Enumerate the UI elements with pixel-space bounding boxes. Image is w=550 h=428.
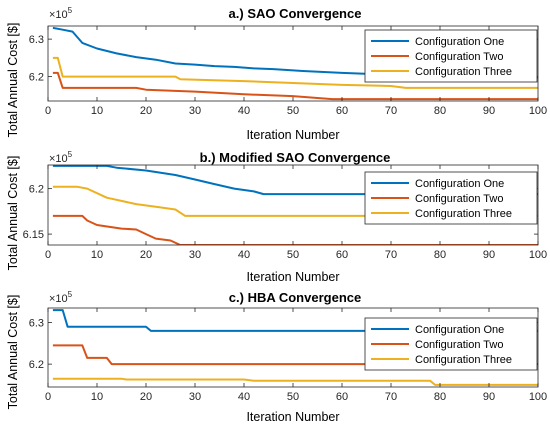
panel-b-x-tick-label: 70 [385, 249, 397, 261]
panel-c-x-tick-label: 0 [45, 391, 51, 403]
panel-c-exponent: ×105 [49, 290, 73, 305]
panel-b-x-tick-label: 100 [529, 249, 547, 261]
panel-a-y-tick-label: 6.2 [29, 72, 44, 84]
panel-a-legend-label-2: Configuration Two [415, 51, 503, 63]
panel-a-x-tick-label: 10 [91, 105, 103, 117]
panel-b-x-tick-label: 10 [91, 249, 103, 261]
panel-b-y-tick-label: 6.2 [29, 184, 44, 196]
panel-c-x-tick-label: 40 [238, 391, 250, 403]
panel-b-legend: Configuration One Configuration Two Config… [364, 171, 538, 225]
panel-a-x-tick-label: 70 [385, 105, 397, 117]
panel-c-plot-area: 0 10 20 30 40 50 60 70 80 90 100 6.2 6.3 Configuratio… [29, 307, 547, 403]
panel-c-legend: Configuration One Configuration Two Config… [364, 317, 538, 371]
panel-c-legend-label-3: Configuration Three [415, 354, 512, 366]
panel-b-plot-area: 0 10 20 30 40 50 60 70 80 90 100 6.15 6.2 Configurati… [23, 164, 547, 261]
panel-a-plot-area: 0 10 20 30 40 50 60 70 80 90 100 6.2 6.3 Configuratio… [29, 25, 547, 117]
panel-b-x-tick-label: 80 [434, 249, 446, 261]
panel-b-x-tick-label: 90 [483, 249, 495, 261]
panel-b-x-tick-label: 20 [140, 249, 152, 261]
panel-c-x-tick-label: 50 [287, 391, 299, 403]
panel-b-series-3-line [52, 185, 538, 217]
panel-b-x-tick-label: 60 [336, 249, 348, 261]
panel-c-legend-label-2: Configuration Two [415, 339, 503, 351]
panel-c-series-3-line [52, 377, 538, 386]
panel-c-x-tick-label: 30 [189, 391, 201, 403]
panel-b-x-tick-label: 0 [45, 249, 51, 261]
panel-b-y-axis-label: Total Annual Cost [$] [6, 156, 20, 271]
panel-a-x-tick-label: 40 [238, 105, 250, 117]
panel-c-x-tick-label: 60 [336, 391, 348, 403]
panel-a-x-tick-label: 30 [189, 105, 201, 117]
panel-c-x-tick-label: 70 [385, 391, 397, 403]
panel-c-x-tick-label: 100 [529, 391, 547, 403]
panel-a-x-tick-label: 60 [336, 105, 348, 117]
panel-c-x-axis-label: Iteration Number [246, 410, 339, 424]
panel-c-series-1-line [52, 309, 538, 332]
panel-a-y-axis-label: Total Annual Cost [$] [6, 23, 20, 138]
panel-c-x-tick-label: 20 [140, 391, 152, 403]
panel-b-y-tick-label: 6.15 [23, 229, 44, 241]
panel-c-y-tick-label: 6.2 [29, 359, 44, 371]
panel-b-legend-label-3: Configuration Three [415, 208, 512, 220]
panel-a-exponent: ×105 [49, 6, 73, 21]
panel-b-title: b.) Modified SAO Convergence [200, 150, 391, 165]
panel-c-x-tick-label: 90 [483, 391, 495, 403]
panel-c-y-axis-label: Total Annual Cost [$] [6, 295, 20, 410]
panel-a-legend-label-3: Configuration Three [415, 66, 512, 78]
panel-a-series-3-line [52, 56, 538, 89]
panel-c-y-tick-label: 6.3 [29, 318, 44, 330]
panel-c-title: c.) HBA Convergence [229, 290, 361, 305]
panel-a-legend-label-1: Configuration One [415, 36, 504, 48]
panel-b-legend-label-1: Configuration One [415, 178, 504, 190]
panel-c-x-tick-label: 10 [91, 391, 103, 403]
panel-a-x-tick-label: 20 [140, 105, 152, 117]
panel-a-x-tick-label: 0 [45, 105, 51, 117]
panel-a-legend: Configuration One Configuration Two Config… [364, 29, 538, 83]
panel-a-y-tick-label: 6.3 [29, 34, 44, 46]
panel-a-x-tick-label: 90 [483, 105, 495, 117]
panel-a-x-axis-label: Iteration Number [246, 128, 339, 142]
panel-b-series-1-line [52, 165, 538, 196]
panel-a-x-tick-label: 100 [529, 105, 547, 117]
panel-c-legend-label-1: Configuration One [415, 324, 504, 336]
panel-b-exponent: ×105 [49, 150, 73, 165]
panel-a-sao: a.) SAO Convergence ×105 Total Annual Co… [6, 6, 547, 142]
panel-b-x-tick-label: 50 [287, 249, 299, 261]
panel-b-x-tick-label: 30 [189, 249, 201, 261]
panel-a-series-2-line [52, 71, 538, 101]
panel-a-title: a.) SAO Convergence [229, 6, 362, 21]
panel-a-x-tick-label: 50 [287, 105, 299, 117]
panel-a-x-tick-label: 80 [434, 105, 446, 117]
panel-b-legend-label-2: Configuration Two [415, 193, 503, 205]
panel-b-series-2-line [52, 214, 538, 245]
panel-b-modified-sao: b.) Modified SAO Convergence ×105 Total … [6, 150, 547, 284]
panel-c-hba: c.) HBA Convergence ×105 Total Annual Co… [6, 290, 547, 424]
panel-c-series-2-line [52, 344, 538, 366]
panel-c-x-tick-label: 80 [434, 391, 446, 403]
panel-b-x-tick-label: 40 [238, 249, 250, 261]
panel-b-x-axis-label: Iteration Number [246, 270, 339, 284]
